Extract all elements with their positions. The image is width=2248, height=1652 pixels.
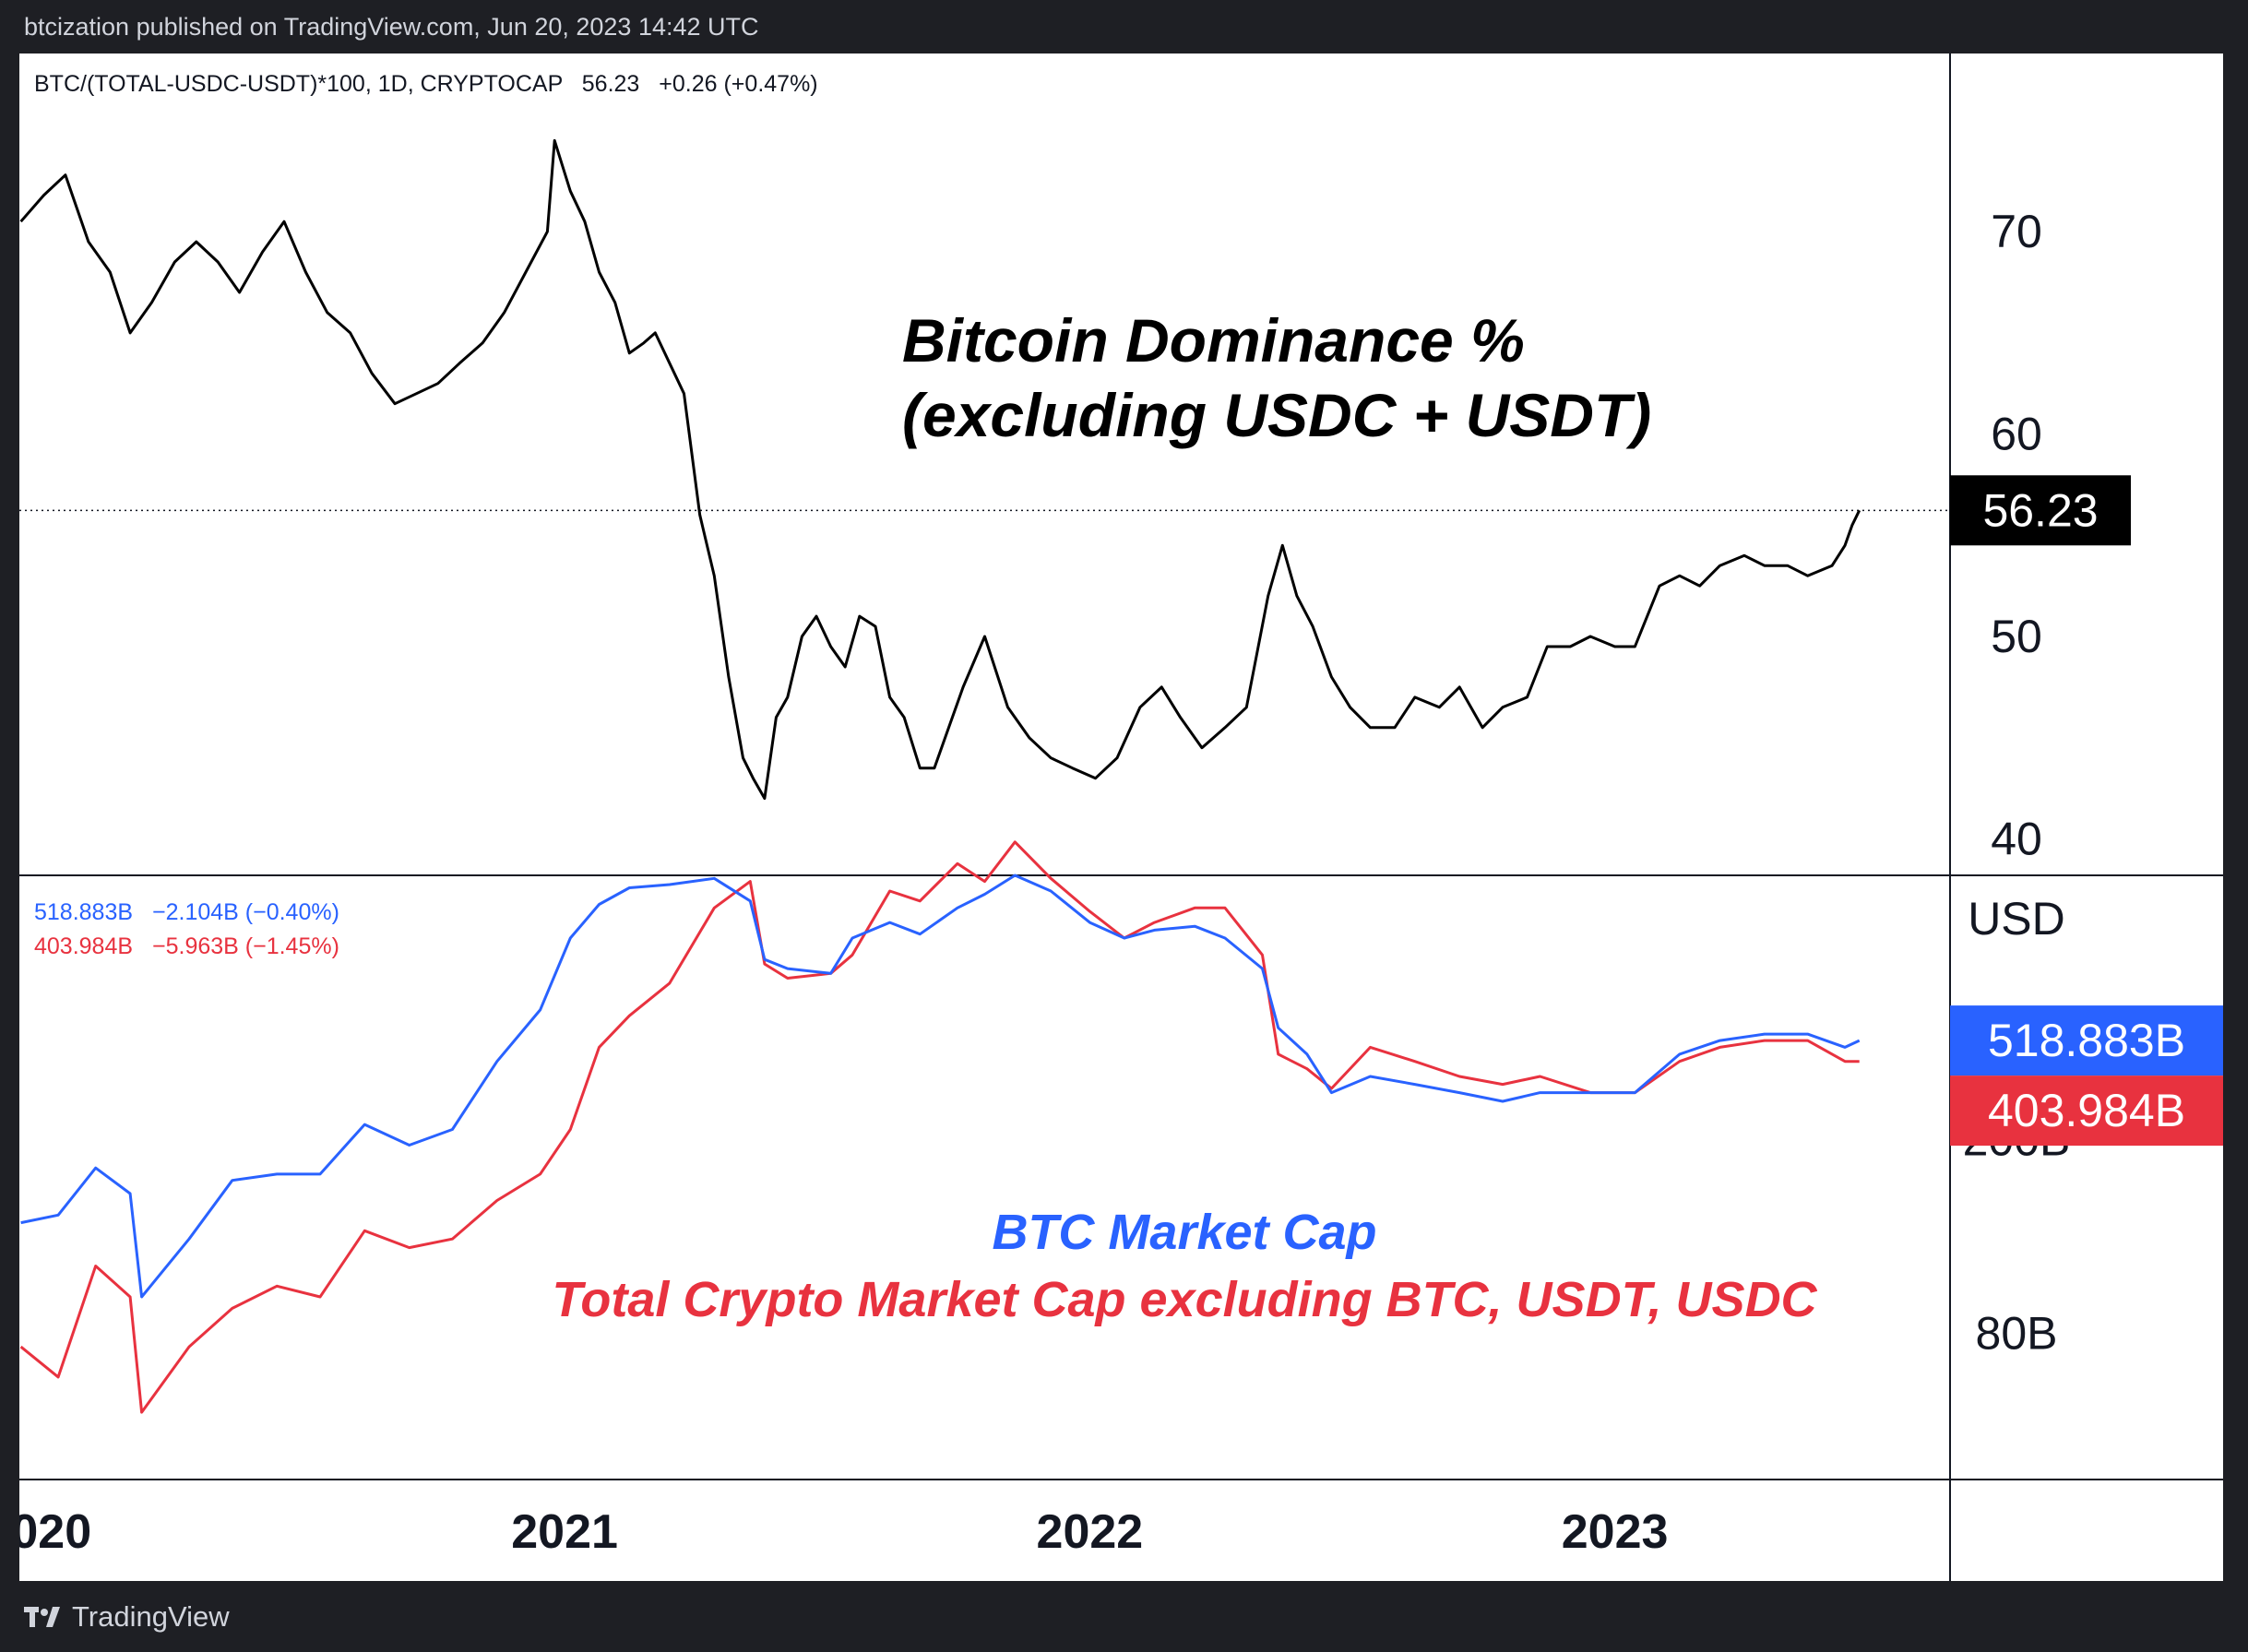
last-value-tag-background xyxy=(1950,475,2131,546)
price-scale-unit-label[interactable]: USD xyxy=(1968,893,2065,945)
last-value-tag-text: 56.23 xyxy=(1982,484,2098,536)
legend-value: 403.984B xyxy=(34,933,133,959)
x-tick-label: 2023 xyxy=(1562,1505,1669,1559)
tradingview-logo-icon xyxy=(24,1606,60,1627)
last-value-tag-text: 403.984B xyxy=(1988,1085,2185,1136)
dominance-last-value-tag: 56.23 xyxy=(1950,475,2131,546)
dominance-series-line[interactable] xyxy=(19,138,1861,801)
total-ex-btc-legend[interactable]: 403.984B −5.963B (−1.45%) xyxy=(34,933,339,959)
btc-market-cap-series-line[interactable] xyxy=(20,874,1861,1299)
legend-change: +0.26 (+0.47%) xyxy=(659,71,817,97)
chart-canvas[interactable]: 70 60 50 40 56.23 BTC/(TOTAL-USDC-USDT)*100… xyxy=(19,53,2223,1581)
footer-bar: TradingView xyxy=(0,1581,2248,1652)
btc-market-cap-last-value-tag: 518.883B xyxy=(1950,1005,2223,1076)
legend-change: −2.104B (−0.40%) xyxy=(152,899,339,925)
x-tick-label: 2021 xyxy=(511,1505,618,1559)
y-tick-label: 60 xyxy=(1991,409,2042,460)
last-value-tag-background xyxy=(1950,1005,2223,1076)
total-ex-btc-series-line[interactable] xyxy=(19,840,1860,1414)
y-tick-label: 80B xyxy=(1976,1307,2058,1359)
total-ex-btc-annotation: Total Crypto Market Cap excluding BTC, U… xyxy=(552,1272,1817,1327)
chart-frame[interactable]: 70 60 50 40 56.23 BTC/(TOTAL-USDC-USDT)*100… xyxy=(19,53,2223,1581)
btc-market-cap-annotation: BTC Market Cap xyxy=(992,1205,1376,1260)
legend-last-value: 56.23 xyxy=(582,71,640,97)
total-ex-btc-last-value-tag: 403.984B xyxy=(1950,1076,2223,1147)
chart-background xyxy=(19,53,2223,1581)
legend-symbol: BTC/(TOTAL-USDC-USDT)*100, 1D, CRYPTOCAP xyxy=(34,71,563,97)
footer-brand: TradingView xyxy=(72,1599,230,1633)
y-tick-label: 40 xyxy=(1991,814,2042,865)
publish-header: btcization published on TradingView.com,… xyxy=(0,0,2248,53)
published-text: btcization published on TradingView.com,… xyxy=(24,13,759,41)
legend-change: −5.963B (−1.45%) xyxy=(152,933,339,959)
dominance-pane[interactable]: 70 60 50 40 56.23 BTC/(TOTAL-USDC-USDT)*100… xyxy=(19,71,2131,865)
dominance-annotation-line-1: Bitcoin Dominance % xyxy=(902,306,1525,374)
btc-market-cap-legend[interactable]: 518.883B −2.104B (−0.40%) xyxy=(34,899,339,925)
last-value-tag-text: 518.883B xyxy=(1988,1015,2185,1066)
x-tick-label: 2022 xyxy=(1037,1505,1144,1559)
dominance-y-axis[interactable]: 70 60 50 40 xyxy=(1991,206,2042,864)
y-tick-label: 50 xyxy=(1991,611,2042,662)
dominance-annotation-line-2: (excluding USDC + USDT) xyxy=(902,381,1651,449)
legend-value: 518.883B xyxy=(34,899,133,925)
dominance-legend[interactable]: BTC/(TOTAL-USDC-USDT)*100, 1D, CRYPTOCAP… xyxy=(34,71,818,97)
market-cap-pane[interactable]: USD 200B80B 518.883B 403.984B 518.883B −… xyxy=(19,840,2223,1414)
y-tick-label: 70 xyxy=(1991,206,2042,257)
last-value-tag-background xyxy=(1950,1076,2223,1147)
